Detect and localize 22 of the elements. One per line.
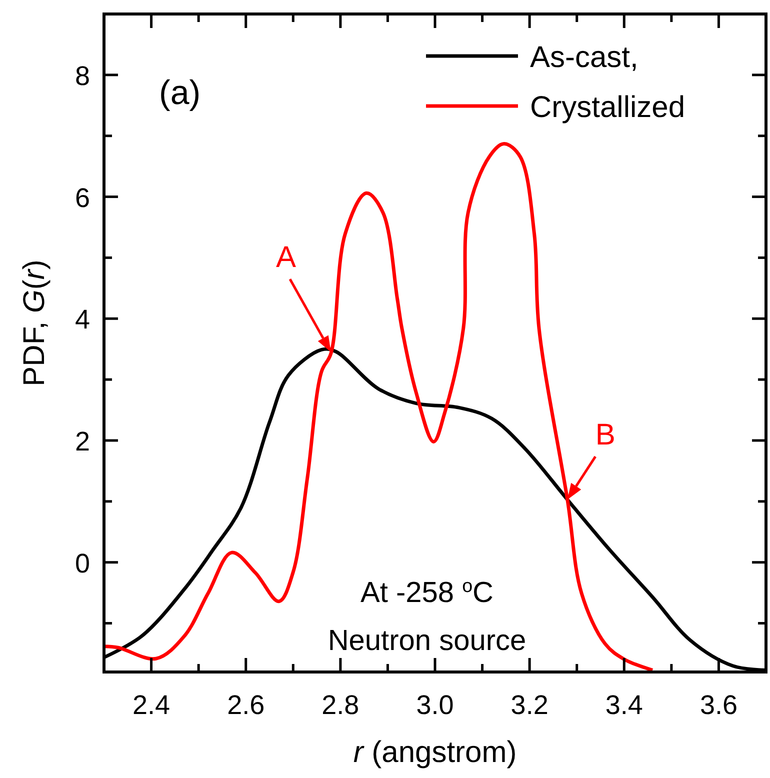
x-tick-label: 2.6 (227, 690, 265, 720)
x-tick-label: 2.4 (132, 690, 170, 720)
y-axis-title: PDF, G(r) (18, 260, 51, 386)
annotation: Neutron source (328, 625, 526, 657)
legend-label: Crystallized (530, 91, 686, 124)
x-tick-label: 3.2 (510, 690, 548, 720)
x-tick-label: 3.0 (416, 690, 454, 720)
x-axis-title: r (angstrom) (353, 736, 517, 769)
x-tick-label: 2.8 (322, 690, 360, 720)
legend-label: As-cast, (530, 41, 638, 74)
x-tick-label: 3.4 (605, 690, 643, 720)
x-tick-label: 3.6 (700, 690, 738, 720)
y-tick-label: 8 (74, 60, 90, 91)
y-tick-label: 0 (74, 548, 90, 578)
annotation: (a) (159, 74, 201, 112)
line-series (104, 142, 654, 672)
annotation: At -258 $^{o}$C (360, 574, 494, 609)
annotation: A (276, 241, 296, 274)
y-tick-label: 6 (74, 182, 90, 213)
y-tick-label: 4 (74, 304, 90, 335)
annotation: B (595, 418, 616, 452)
y-tick-label: 2 (74, 426, 90, 456)
